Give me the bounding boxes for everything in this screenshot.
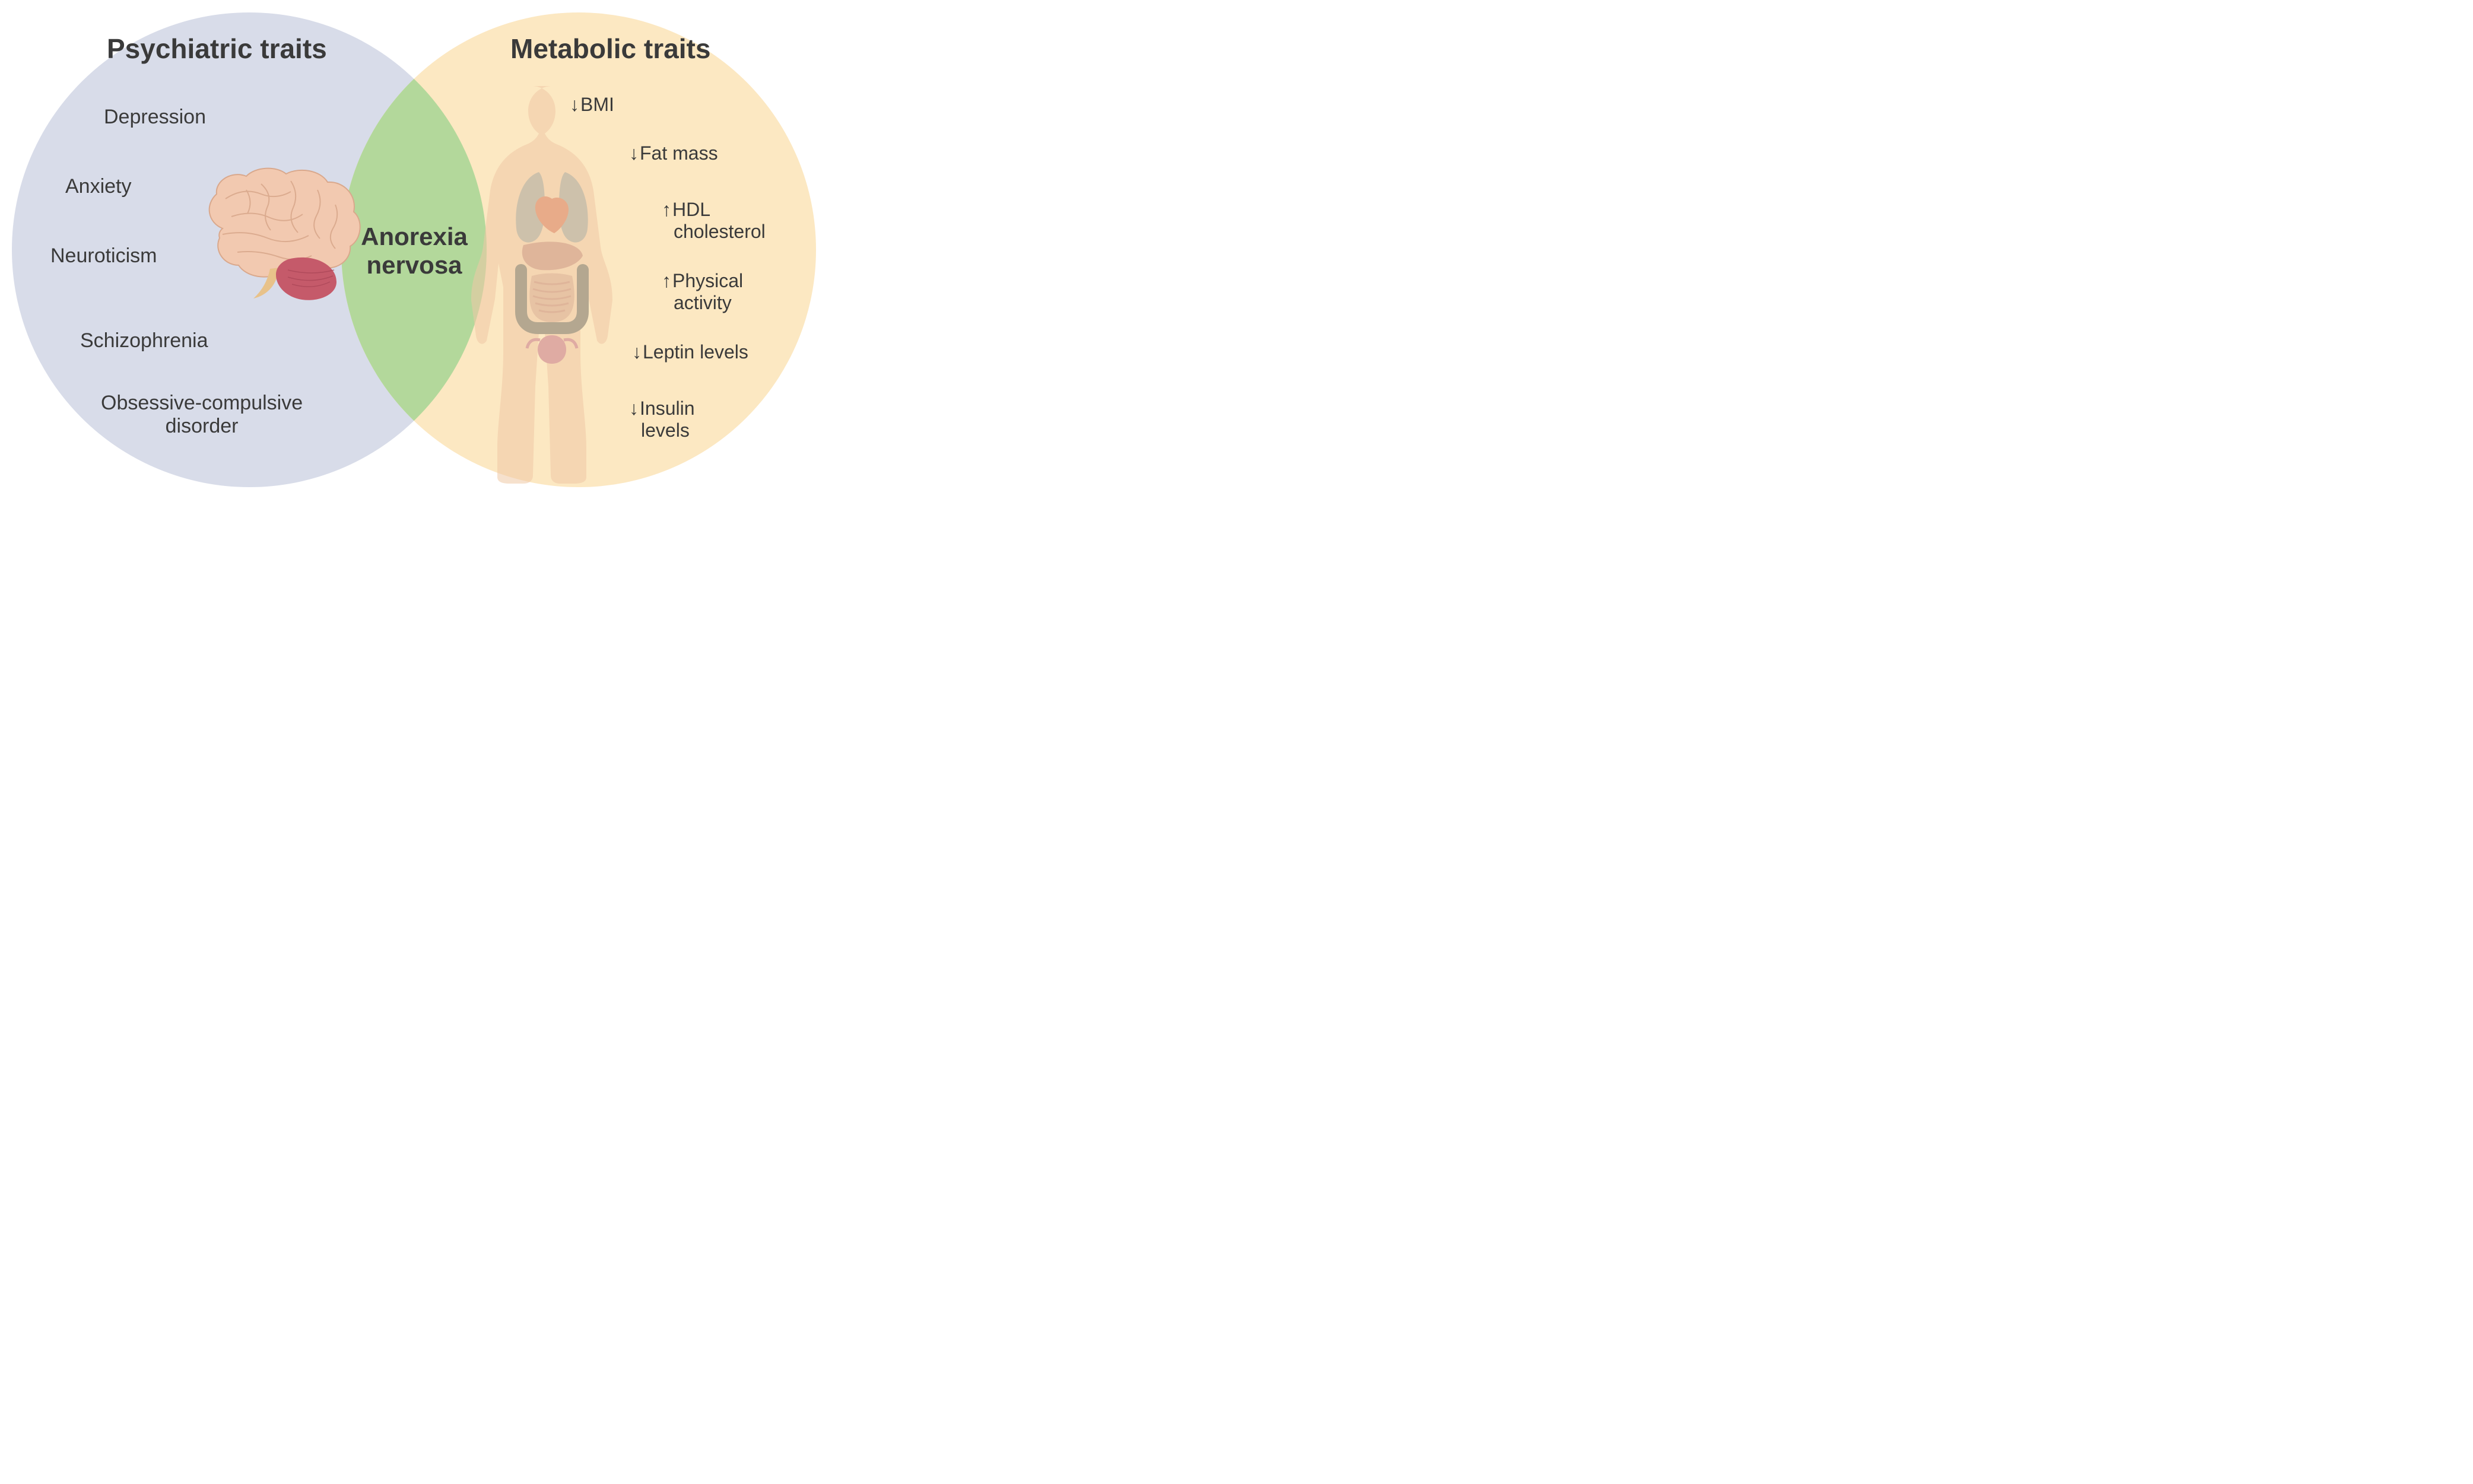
psychiatric-trait: Obsessive-compulsivedisorder	[101, 392, 303, 438]
psychiatric-trait: Schizophrenia	[80, 329, 208, 352]
left-circle-title: Psychiatric traits	[107, 33, 327, 65]
arrow-down-icon: ↓	[632, 341, 642, 363]
metabolic-trait: ↑Physicalactivity	[662, 270, 743, 314]
metabolic-trait: ↑HDLcholesterol	[662, 199, 766, 243]
metabolic-trait: ↓Insulinlevels	[629, 398, 695, 441]
arrow-down-icon: ↓	[570, 94, 579, 116]
brain-illustration	[190, 163, 368, 303]
arrow-up-icon: ↑	[662, 199, 671, 221]
psychiatric-trait: Depression	[104, 106, 206, 129]
arrow-up-icon: ↑	[662, 270, 671, 292]
metabolic-trait: ↓Leptin levels	[632, 341, 748, 363]
psychiatric-trait: Neuroticism	[50, 244, 157, 268]
metabolic-trait: ↓Fat mass	[629, 142, 718, 164]
venn-diagram: Psychiatric traits Metabolic traits Anor…	[0, 0, 831, 499]
arrow-down-icon: ↓	[629, 398, 639, 420]
psychiatric-trait: Anxiety	[65, 175, 132, 198]
metabolic-trait: ↓BMI	[570, 94, 614, 116]
body-illustration	[451, 80, 653, 484]
intersection-label: Anorexianervosa	[355, 223, 474, 280]
arrow-down-icon: ↓	[629, 142, 639, 164]
right-circle-title: Metabolic traits	[510, 33, 710, 65]
